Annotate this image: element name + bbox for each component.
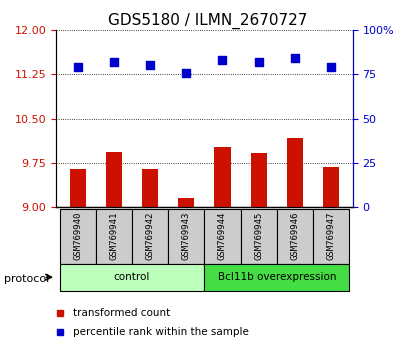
Text: GSM769946: GSM769946 [290,212,299,261]
Point [255,59,262,65]
Bar [287,138,303,207]
Point [328,64,334,70]
Point [183,70,190,75]
Text: GSM769947: GSM769947 [327,212,336,261]
FancyBboxPatch shape [241,209,277,264]
Text: transformed count: transformed count [73,308,170,318]
FancyBboxPatch shape [60,209,96,264]
Bar [251,153,267,207]
FancyBboxPatch shape [60,264,205,291]
Text: GSM769945: GSM769945 [254,212,263,261]
Bar [142,169,158,207]
FancyBboxPatch shape [205,209,241,264]
Text: control: control [114,272,150,282]
Bar [214,147,231,207]
Text: percentile rank within the sample: percentile rank within the sample [73,327,249,337]
Point [147,63,154,68]
Text: Bcl11b overexpression: Bcl11b overexpression [217,272,336,282]
FancyBboxPatch shape [96,209,132,264]
Text: GSM769940: GSM769940 [73,212,82,261]
Bar [323,167,339,207]
Bar [178,198,195,207]
Bar [70,169,86,207]
FancyBboxPatch shape [168,209,205,264]
Text: GSM769941: GSM769941 [110,212,118,261]
Point [219,57,226,63]
Text: protocol: protocol [4,274,49,284]
Text: GSM769942: GSM769942 [146,212,155,261]
Bar [106,152,122,207]
FancyBboxPatch shape [205,264,349,291]
FancyBboxPatch shape [313,209,349,264]
Text: GDS5180 / ILMN_2670727: GDS5180 / ILMN_2670727 [108,12,307,29]
Text: GSM769943: GSM769943 [182,212,191,261]
FancyBboxPatch shape [132,209,168,264]
Point [111,59,117,65]
Text: GSM769944: GSM769944 [218,212,227,261]
Point [74,64,81,70]
FancyBboxPatch shape [277,209,313,264]
Point [291,56,298,61]
